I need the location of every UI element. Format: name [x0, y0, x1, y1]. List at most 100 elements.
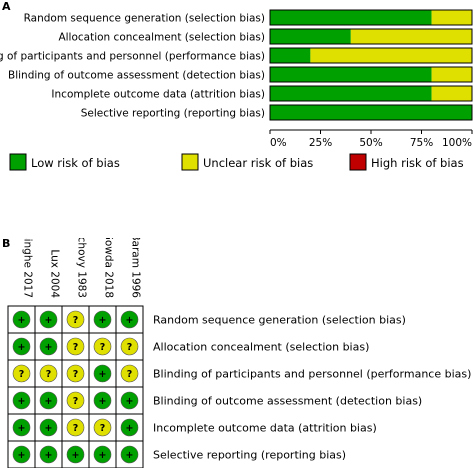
judgement-low-icon	[39, 418, 58, 437]
judgement-symbol: ?	[73, 342, 79, 353]
risk-of-bias-summary-table: Wanigasinghe 2017 Lux 2004 Hrachovy 1983 Go…	[7, 238, 471, 468]
study-label: Lux 2004	[49, 249, 61, 298]
judgement-symbol: ?	[19, 369, 25, 380]
risk-of-bias-legend: Low risk of bias Unclear risk of bias Hi…	[9, 153, 464, 171]
judgement-symbol: +	[18, 315, 26, 326]
bar-outline	[269, 85, 473, 102]
legend-label-low: Low risk of bias	[31, 156, 120, 170]
domain-label: Blinding of outcome assessment (detectio…	[153, 395, 422, 408]
bar-segment	[270, 48, 311, 63]
bar-segment	[270, 86, 432, 101]
judgement-symbol: +	[72, 450, 80, 461]
judgement-symbol: ?	[46, 369, 52, 380]
judgement-low-icon	[120, 310, 139, 329]
judgement-low-icon	[93, 391, 112, 410]
category-label: Selective reporting (reporting bias)	[81, 108, 265, 120]
judgement-symbol: ?	[100, 423, 106, 434]
category-label: Blinding of outcome assessment (detectio…	[8, 70, 265, 82]
judgement-unclear-icon	[66, 391, 85, 410]
bar-segment	[270, 67, 432, 82]
domain-label: Incomplete outcome data (attrition bias)	[153, 422, 377, 435]
judgement-unclear-icon	[66, 310, 85, 329]
judgement-symbol: ?	[73, 315, 79, 326]
judgement-low-icon	[12, 418, 31, 437]
judgement-low-icon	[39, 445, 58, 464]
judgement-symbol: ?	[127, 369, 133, 380]
judgement-symbol: +	[126, 396, 134, 407]
panel-a-label: A	[2, 0, 11, 13]
judgement-unclear-icon	[120, 364, 139, 383]
domain-label: Random sequence generation (selection bi…	[153, 314, 406, 327]
judgement-low-icon	[12, 310, 31, 329]
judgement-unclear-icon	[66, 364, 85, 383]
legend-swatch-low	[9, 153, 27, 171]
study-label: Hrachovy 1983	[76, 238, 88, 298]
judgement-low-icon	[39, 391, 58, 410]
bar-outline	[269, 66, 473, 83]
x-tick-label: 100%	[442, 137, 472, 149]
bar-outline	[269, 9, 473, 26]
judgement-low-icon	[120, 418, 139, 437]
bar-outline	[269, 104, 473, 121]
judgement-symbol: ?	[73, 396, 79, 407]
judgement-symbol: +	[45, 342, 53, 353]
x-tick-label: 25%	[309, 137, 332, 149]
x-tick-label: 0%	[270, 137, 287, 149]
bar-segment	[270, 29, 351, 44]
judgement-symbol: +	[126, 423, 134, 434]
bar-segment	[270, 10, 432, 25]
bar-segment	[350, 29, 472, 44]
judgement-unclear-icon	[39, 364, 58, 383]
judgement-symbol: ?	[127, 342, 133, 353]
judgement-low-icon	[66, 445, 85, 464]
judgement-symbol: +	[18, 342, 26, 353]
study-label: Gowda 2018	[103, 238, 115, 298]
judgement-low-icon	[39, 310, 58, 329]
bar-segment	[431, 86, 472, 101]
judgement-symbol: +	[45, 315, 53, 326]
category-label: Incomplete outcome data (attrition bias)	[51, 89, 265, 101]
judgement-symbol: +	[99, 450, 107, 461]
category-label: Allocation concealment (selection bias)	[58, 32, 265, 44]
category-label: Random sequence generation (selection bi…	[24, 13, 265, 25]
judgement-symbol: +	[45, 423, 53, 434]
judgement-symbol: +	[99, 369, 107, 380]
judgement-unclear-icon	[66, 418, 85, 437]
bar-outline	[269, 47, 473, 64]
judgement-low-icon	[93, 445, 112, 464]
judgement-symbol: +	[45, 396, 53, 407]
judgement-symbol: ?	[73, 369, 79, 380]
study-label: Wanigasinghe 2017	[22, 238, 34, 298]
domain-label: Selective reporting (reporting bias)	[153, 449, 346, 462]
x-tick-label: 75%	[410, 137, 433, 149]
judgement-symbol: +	[126, 450, 134, 461]
bar-segment	[270, 105, 472, 120]
judgement-low-icon	[39, 337, 58, 356]
judgement-symbol: +	[18, 396, 26, 407]
x-tick-label: 50%	[359, 137, 382, 149]
bar-segment	[310, 48, 472, 63]
judgement-unclear-icon	[120, 337, 139, 356]
judgement-unclear-icon	[93, 418, 112, 437]
judgement-symbol: ?	[100, 342, 106, 353]
judgement-low-icon	[12, 337, 31, 356]
panel-b-label: B	[2, 237, 11, 250]
judgement-low-icon	[120, 445, 139, 464]
judgement-symbol: ?	[73, 423, 79, 434]
judgement-unclear-icon	[93, 337, 112, 356]
judgement-low-icon	[93, 364, 112, 383]
judgement-symbol: +	[99, 315, 107, 326]
legend-swatch-high	[349, 153, 367, 171]
judgement-low-icon	[93, 310, 112, 329]
judgement-symbol: +	[99, 396, 107, 407]
judgement-symbol: +	[18, 423, 26, 434]
judgement-low-icon	[12, 391, 31, 410]
domain-label: Allocation concealment (selection bias)	[153, 341, 369, 354]
bar-segment	[431, 10, 472, 25]
legend-label-unclear: Unclear risk of bias	[203, 156, 313, 170]
legend-swatch-unclear	[181, 153, 199, 171]
judgement-symbol: +	[18, 450, 26, 461]
judgement-symbol: +	[126, 315, 134, 326]
legend-label-high: High risk of bias	[371, 156, 464, 170]
category-label: Blinding of participants and personnel (…	[0, 51, 265, 63]
